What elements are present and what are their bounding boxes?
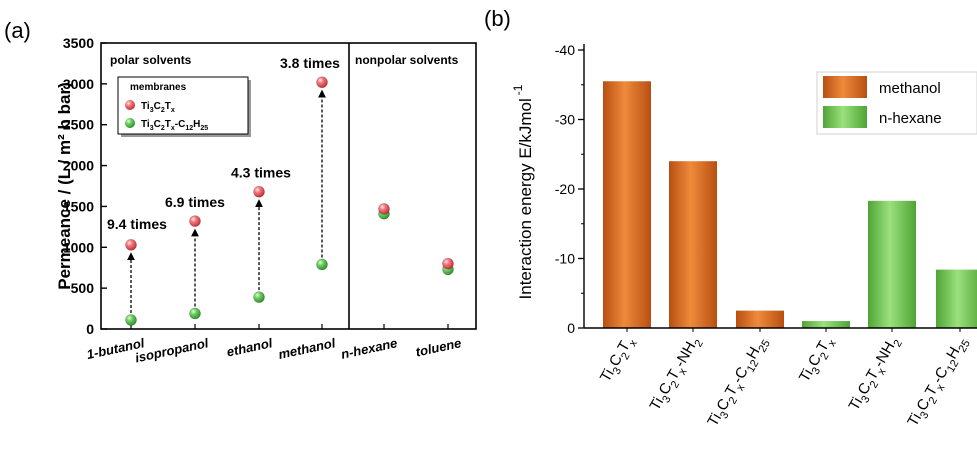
panel-b-x-label: Ti3C2Tx-C12H25 <box>704 334 773 432</box>
panel-b-chart: Interaction energy E/kJmol -1 0 -10 -20 -30 -… <box>511 42 977 432</box>
panel-b-x-labels: Ti3C2TxTi3C2Tx-NH2Ti3C2Tx-C12H25Ti3C2TxT… <box>597 328 973 432</box>
point-ti3c2tx <box>442 257 454 270</box>
point-ti3c2tx <box>316 76 328 89</box>
point-ti3c2tx <box>125 239 137 251</box>
point-ti3c2tx-c12h25 <box>125 314 137 326</box>
panel-b-y-tick-label: -40 <box>555 42 575 58</box>
bar-methanol <box>603 81 651 329</box>
legend-swatch-n-hexane <box>823 106 867 128</box>
panel-b-label: (b) <box>484 6 511 31</box>
panel-a-x-label: isopropanol <box>134 335 210 365</box>
panel-a-y-tick-label: 3000 <box>63 76 94 92</box>
panel-a-y-tick-label: 1000 <box>63 239 94 255</box>
panel-b-y-ticks: 0 -10 -20 -30 -40 <box>555 42 584 336</box>
point-ti3c2tx <box>378 203 390 215</box>
panel-b-x-label: Ti3C2Tx-C12H25 <box>904 334 973 432</box>
panel-a-y-tick-label: 3500 <box>63 35 94 51</box>
point-ti3c2tx <box>189 215 201 227</box>
legend-marker-ti3c2tx <box>125 100 135 110</box>
bar-n-hexane <box>936 269 977 328</box>
panel-a-x-label: ethanol <box>225 335 274 359</box>
bar-n-hexane <box>868 200 916 328</box>
panel-b-legend: methanol n-hexane <box>816 71 977 135</box>
panel-a-label: (a) <box>4 18 31 43</box>
panel-a-legend: membranes Ti3C2Tx Ti3C2Tx-C12H25 <box>117 76 251 137</box>
panel-a-x-label: toluene <box>414 335 462 359</box>
legend-label-n-hexane: n-hexane <box>879 110 942 127</box>
panel-a-arrows <box>127 89 326 314</box>
panel-a-legend-box <box>117 76 249 135</box>
panel-b-x-label: Ti3C2Tx <box>597 333 640 387</box>
panel-b-y-axis-label-text: Interaction energy E/kJmol <box>516 98 535 299</box>
point-ti3c2tx-c12h25 <box>189 307 201 320</box>
legend-label-ti3c2tx: Ti3C2Tx <box>141 101 175 114</box>
panel-a-annotations: 9.4 times 6.9 times 4.3 times 3.8 times <box>107 55 340 232</box>
panel-a-y-tick-label: 0 <box>86 321 94 337</box>
bar-methanol <box>736 310 784 328</box>
panel-b-y-axis-label: Interaction energy E/kJmol -1 <box>511 84 535 299</box>
panel-b-x-label: Ti3C2Tx-NH2 <box>646 334 705 416</box>
bar-n-hexane <box>802 321 850 328</box>
legend-marker-ti3c2tx-c12h25 <box>125 118 135 128</box>
panel-b-y-tick-label: 0 <box>567 320 575 336</box>
improvement-annotation: 3.8 times <box>280 55 340 71</box>
panel-a-y-ticks: 0 500 1000 1500 2000 2500 3000 3500 <box>63 35 107 337</box>
panel-a-points <box>125 76 454 326</box>
panel-b-y-tick-label: -10 <box>555 251 575 267</box>
panel-a-y-tick-label: 2500 <box>63 117 94 133</box>
point-ti3c2tx-c12h25 <box>316 258 328 271</box>
panel-b-bars <box>603 81 977 329</box>
improvement-annotation: 4.3 times <box>231 165 291 181</box>
panel-a-chart: polar solvents nonpolar solvents Permean… <box>55 35 477 365</box>
panel-b-x-label: Ti3C2Tx-NH2 <box>845 334 904 416</box>
region-label-polar: polar solvents <box>110 53 192 67</box>
panel-b-y-axis-label-exponent: -1 <box>511 84 525 95</box>
point-ti3c2tx <box>253 185 265 198</box>
panel-b-x-label: Ti3C2Tx <box>796 333 839 387</box>
panel-a-x-label: methanol <box>277 335 337 362</box>
panel-b-y-tick-label: -30 <box>555 112 575 128</box>
legend-swatch-methanol <box>823 76 867 98</box>
panel-a-y-tick-label: 500 <box>71 280 95 296</box>
improvement-annotation: 6.9 times <box>165 194 225 210</box>
region-label-nonpolar: nonpolar solvents <box>355 53 459 67</box>
panel-a-y-axis-label-text: Permeance / (L / m² h bar) <box>55 82 74 290</box>
bar-methanol <box>669 161 717 328</box>
panel-a-y-tick-label: 2000 <box>63 158 94 174</box>
point-ti3c2tx-c12h25 <box>253 291 265 303</box>
panel-a-x-label: n-hexane <box>340 335 399 362</box>
panel-a-frame <box>100 42 477 330</box>
improvement-annotation: 9.4 times <box>107 216 167 232</box>
legend-label-methanol: methanol <box>879 80 941 97</box>
panel-a-y-axis-label: Permeance / (L / m² h bar) <box>55 82 74 290</box>
panel-a-legend-title: membranes <box>130 82 187 93</box>
panel-a-y-tick-label: 1500 <box>63 198 94 214</box>
panel-b-y-tick-label: -20 <box>555 181 575 197</box>
